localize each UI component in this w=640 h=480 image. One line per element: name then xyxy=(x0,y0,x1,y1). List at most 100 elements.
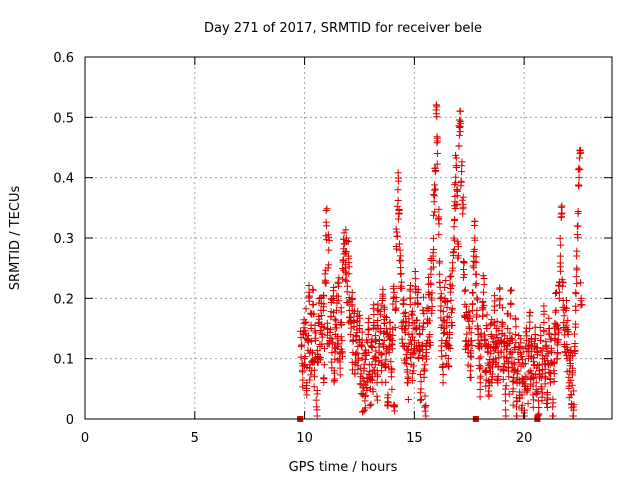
data-point xyxy=(450,245,458,253)
data-point xyxy=(445,314,453,322)
data-point xyxy=(505,390,513,398)
data-point xyxy=(556,252,564,260)
data-point xyxy=(499,304,507,312)
data-point xyxy=(332,306,340,314)
data-point xyxy=(394,177,402,185)
data-point xyxy=(540,327,548,335)
data-point xyxy=(515,359,523,367)
data-point xyxy=(313,386,321,394)
data-point xyxy=(574,230,581,238)
data-point xyxy=(364,326,372,334)
data-point xyxy=(302,305,310,313)
x-tick-label: 10 xyxy=(296,431,313,446)
data-point xyxy=(378,351,386,359)
data-point xyxy=(501,385,509,393)
axis-ticks xyxy=(84,56,612,420)
data-point xyxy=(466,312,474,320)
data-point xyxy=(338,337,346,345)
data-point xyxy=(337,345,345,353)
data-point xyxy=(422,355,430,363)
data-point xyxy=(465,323,473,331)
data-point xyxy=(309,349,317,357)
data-point xyxy=(540,318,548,326)
data-point xyxy=(356,322,364,330)
data-point xyxy=(358,354,366,362)
data-point xyxy=(574,209,582,217)
data-point xyxy=(374,373,382,381)
data-point xyxy=(430,198,438,206)
data-point xyxy=(555,329,563,337)
data-point xyxy=(386,318,394,326)
data-point xyxy=(435,205,443,213)
data-point xyxy=(425,305,433,313)
data-point xyxy=(511,345,519,353)
data-point xyxy=(494,373,502,381)
data-point xyxy=(326,326,334,334)
data-point xyxy=(395,256,403,264)
data-point xyxy=(412,325,420,333)
data-point xyxy=(566,360,574,368)
data-point xyxy=(312,329,320,337)
data-point xyxy=(380,337,388,345)
data-point xyxy=(392,225,400,233)
data-point xyxy=(541,380,549,388)
data-point xyxy=(563,297,571,305)
data-point xyxy=(453,200,461,208)
data-point xyxy=(459,193,467,201)
data-point xyxy=(345,263,353,271)
data-point xyxy=(431,164,439,172)
data-point xyxy=(389,285,397,293)
data-point xyxy=(461,287,469,295)
data-point xyxy=(416,389,424,397)
y-tick-label: 0 xyxy=(66,413,74,428)
data-point xyxy=(305,281,313,289)
data-point xyxy=(451,205,459,213)
data-point xyxy=(428,309,436,317)
data-point xyxy=(448,304,456,312)
data-point xyxy=(341,260,349,268)
data-point xyxy=(425,317,433,325)
data-point xyxy=(552,289,560,297)
data-point xyxy=(512,323,520,331)
data-point xyxy=(393,233,401,241)
data-point xyxy=(527,369,535,377)
data-point xyxy=(322,218,330,226)
data-point xyxy=(546,376,554,384)
data-point xyxy=(538,397,546,405)
data-point xyxy=(479,312,487,320)
data-point xyxy=(458,196,466,204)
data-point xyxy=(320,361,328,369)
data-point xyxy=(431,192,439,200)
data-point xyxy=(325,261,333,269)
data-point xyxy=(299,376,307,384)
data-point xyxy=(298,341,306,349)
data-point xyxy=(570,387,578,395)
data-point xyxy=(385,346,393,354)
data-point xyxy=(408,340,416,348)
data-point xyxy=(533,351,541,359)
data-point xyxy=(317,311,325,319)
data-point xyxy=(314,350,322,358)
data-point xyxy=(467,373,475,381)
data-point xyxy=(496,301,504,309)
data-point xyxy=(556,263,564,271)
data-point xyxy=(487,350,495,358)
data-point xyxy=(521,360,529,368)
data-point xyxy=(403,366,411,374)
data-point xyxy=(439,370,447,378)
data-point xyxy=(523,332,531,340)
data-point xyxy=(459,205,467,213)
data-point xyxy=(408,330,416,338)
data-point xyxy=(489,338,497,346)
data-point xyxy=(502,382,510,390)
data-point xyxy=(472,253,480,261)
data-point xyxy=(395,210,403,218)
data-point xyxy=(458,158,466,166)
data-point xyxy=(570,406,578,414)
data-point xyxy=(458,168,466,176)
data-point xyxy=(480,302,488,310)
data-point xyxy=(497,347,505,355)
data-point xyxy=(399,300,407,308)
data-point xyxy=(454,238,462,246)
data-point xyxy=(394,186,402,194)
